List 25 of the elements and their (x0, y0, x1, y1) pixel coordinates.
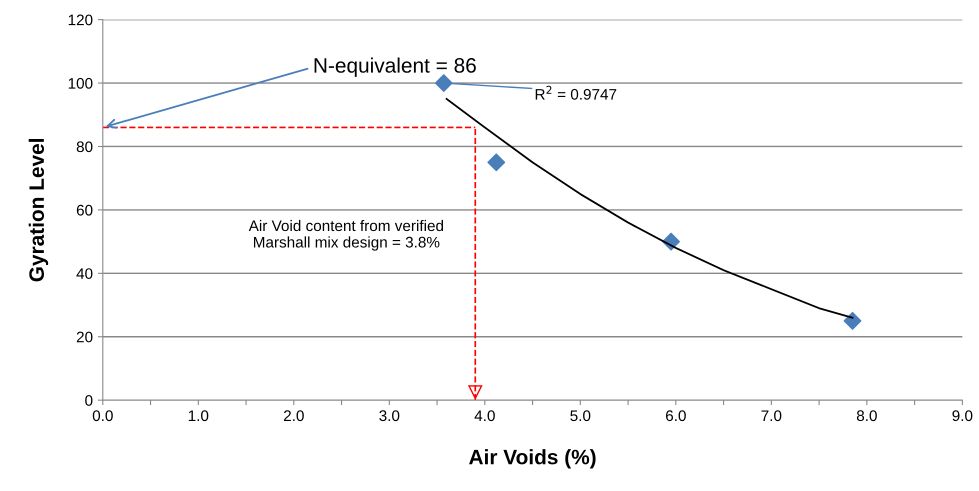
y-axis-title: Gyration Level (28, 139, 48, 282)
y-tick-label: 20 (76, 332, 92, 342)
x-tick-label: 5.0 (570, 410, 590, 422)
x-tick-label: 9.0 (952, 410, 972, 422)
x-tick-label: 6.0 (666, 410, 686, 422)
annotation: Air Void content from verified Marshall mix design = 3.8% (248, 220, 444, 251)
y-tick-label: 0 (85, 395, 92, 406)
x-tick-label: 4.0 (474, 410, 495, 422)
point (434, 74, 453, 92)
x-tick-label: 1.0 (188, 410, 208, 422)
x-tick-label: 3.0 (379, 410, 400, 422)
x-tick-label: 0.0 (92, 410, 113, 422)
y-tick-label: 100 (68, 78, 92, 89)
x-tick-label: 8.0 (856, 410, 877, 422)
x-axis-title: Air Voids (%) (469, 449, 596, 469)
x-tick-label: 2.0 (284, 410, 304, 422)
annotation: N-equivalent = 86 (314, 57, 476, 77)
point (487, 153, 506, 172)
y-tick-label: 80 (76, 141, 92, 152)
x-tick-label: 7.0 (762, 410, 782, 422)
y-tick-label: 60 (76, 204, 92, 216)
point (844, 312, 862, 330)
annotation: R$^{2}$ = 0.9747 (536, 86, 616, 100)
y-tick-label: 120 (68, 14, 92, 26)
y-tick-label: 40 (76, 268, 92, 280)
